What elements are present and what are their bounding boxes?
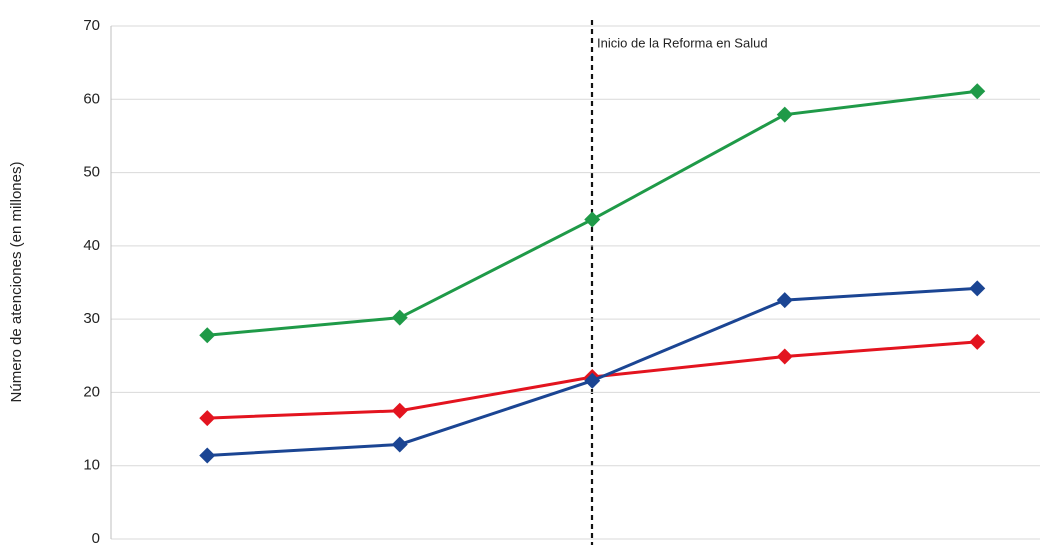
y-tick-label: 20 — [83, 383, 100, 400]
annotation: Inicio de la Reforma en Salud — [597, 35, 768, 50]
marker — [584, 372, 601, 389]
marker — [776, 292, 793, 309]
y-tick-label: 0 — [92, 530, 100, 545]
marker — [969, 83, 986, 100]
marker — [584, 211, 601, 228]
y-tick-label: 60 — [83, 90, 100, 107]
marker — [391, 402, 408, 419]
marker — [199, 410, 216, 427]
y-tick-label: 30 — [83, 310, 100, 327]
y-tick-label: 40 — [83, 237, 100, 254]
marker — [969, 280, 986, 297]
y-axis-label: Número de atenciones (en millones) — [8, 162, 25, 403]
y-tick-label: 70 — [83, 17, 100, 34]
marker — [391, 436, 408, 453]
marker — [391, 309, 408, 326]
y-tick-label: 10 — [83, 457, 100, 474]
marker — [969, 333, 986, 350]
marker — [776, 348, 793, 365]
marker — [199, 327, 216, 344]
marker — [199, 447, 216, 464]
y-tick-label: 50 — [83, 164, 100, 181]
marker — [776, 106, 793, 123]
